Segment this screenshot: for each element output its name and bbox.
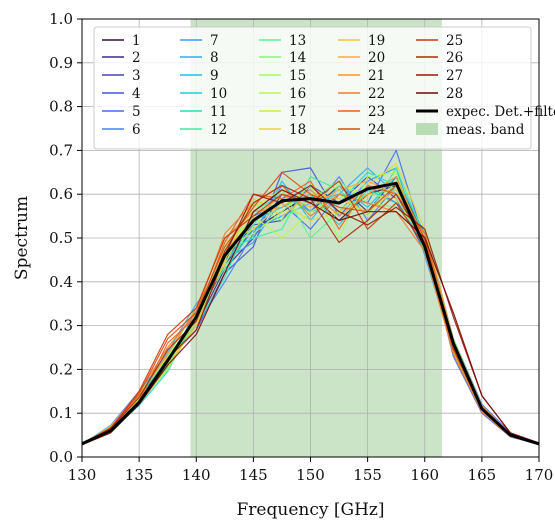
- legend-label: 15: [289, 68, 306, 84]
- legend-label: 23: [368, 104, 385, 120]
- y-axis-label: Spectrum: [12, 196, 32, 280]
- x-tick-label: 135: [125, 466, 154, 484]
- legend-label: 1: [132, 33, 141, 49]
- y-tick-label: 0.5: [49, 229, 73, 247]
- legend-label: 14: [289, 50, 306, 66]
- y-tick-label: 0.3: [49, 317, 73, 335]
- legend-label: 24: [368, 122, 385, 138]
- legend-label: 21: [368, 68, 385, 84]
- legend-label: 11: [210, 104, 227, 120]
- x-tick-label: 150: [296, 466, 325, 484]
- legend-label: 28: [446, 86, 463, 102]
- tick-layer: 130 135 140 145 150 155 160 165 1700.00.10.20.30…: [49, 10, 553, 484]
- legend-label-band: meas. band: [446, 122, 525, 138]
- legend-label: 9: [210, 68, 219, 84]
- x-tick-label: 145: [239, 466, 268, 484]
- y-tick-label: 0.0: [49, 448, 73, 466]
- legend-label: 18: [289, 122, 306, 138]
- legend-label: 19: [368, 33, 385, 49]
- legend-label: 2: [132, 50, 141, 66]
- legend-label: 10: [210, 86, 227, 102]
- legend-label: 26: [446, 50, 463, 66]
- x-tick-label: 160: [410, 466, 439, 484]
- legend-label: 7: [210, 33, 219, 49]
- legend-label: 20: [368, 50, 385, 66]
- y-tick-label: 0.9: [49, 54, 73, 72]
- x-tick-label: 140: [182, 466, 211, 484]
- legend-label-expected: expec. Det.+filters: [446, 104, 555, 120]
- legend-swatch-band: [416, 123, 438, 135]
- x-tick-label: 130: [68, 466, 97, 484]
- series-line-expected: [81, 181, 540, 446]
- legend-label: 22: [368, 86, 385, 102]
- series-layer: [81, 149, 540, 446]
- legend-label: 17: [289, 104, 306, 120]
- legend-label: 12: [210, 122, 227, 138]
- legend-label: 16: [289, 86, 306, 102]
- legend: 1234567891011121314151617181920212223242…: [93, 26, 555, 150]
- legend-label: 27: [446, 68, 463, 84]
- x-tick-label: 170: [525, 466, 554, 484]
- legend-label: 5: [132, 104, 141, 120]
- x-axis-label: Frequency [GHz]: [237, 500, 385, 520]
- legend-label: 3: [132, 68, 141, 84]
- x-tick-label: 155: [353, 466, 382, 484]
- y-tick-label: 0.1: [49, 404, 73, 422]
- y-tick-label: 0.4: [49, 273, 73, 291]
- x-tick-label: 165: [468, 466, 497, 484]
- legend-label: 6: [132, 122, 141, 138]
- series-line-28: [81, 189, 540, 446]
- legend-label: 13: [289, 33, 306, 49]
- y-tick-label: 0.2: [49, 360, 73, 378]
- y-tick-label: 0.8: [49, 98, 73, 116]
- legend-label: 8: [210, 50, 219, 66]
- y-tick-label: 1.0: [49, 10, 73, 28]
- legend-label: 25: [446, 33, 463, 49]
- y-tick-label: 0.7: [49, 141, 73, 159]
- legend-label: 4: [132, 86, 141, 102]
- y-tick-label: 0.6: [49, 185, 73, 203]
